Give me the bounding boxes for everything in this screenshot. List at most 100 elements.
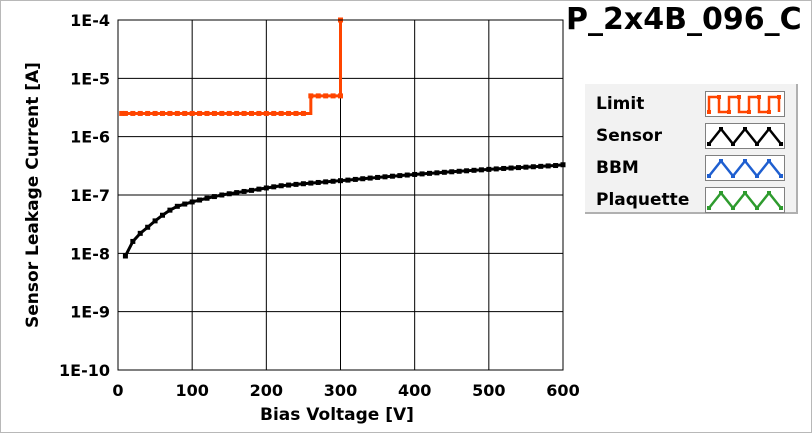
legend-marker (737, 95, 741, 99)
data-point (345, 177, 351, 183)
x-tick-labels: 0 100 200 300 400 500 600 (112, 381, 579, 400)
data-point (441, 169, 447, 175)
data-point (226, 110, 232, 116)
legend-marker (727, 110, 731, 114)
data-point (197, 197, 203, 203)
legend-swatch-sensor-icon (705, 123, 785, 149)
data-point (338, 93, 343, 99)
legend-marker (779, 142, 783, 146)
legend-line (708, 190, 782, 211)
data-point (167, 110, 173, 116)
data-point (256, 110, 262, 116)
data-point (308, 93, 314, 99)
legend-label: Sensor (596, 126, 663, 146)
y-tick-labels: 1E-10 1E-9 1E-8 1E-7 1E-6 1E-5 1E-4 (59, 11, 110, 380)
data-point (360, 176, 366, 182)
data-point (174, 110, 180, 116)
data-point (226, 191, 232, 197)
y-axis-title: Sensor Leakage Current [A] (23, 62, 43, 328)
data-point (293, 181, 299, 187)
data-point (471, 167, 477, 173)
data-point (412, 171, 418, 177)
data-point (130, 238, 136, 244)
data-point (449, 169, 455, 175)
data-point (145, 110, 151, 116)
data-point (553, 163, 559, 169)
legend-marker (717, 95, 721, 99)
x-tick-label: 500 (472, 381, 505, 400)
data-point (315, 93, 321, 99)
data-point (300, 110, 306, 116)
legend-marker (755, 174, 759, 178)
data-point (508, 165, 514, 171)
legend-swatch-limit-icon (705, 91, 785, 117)
legend-swatch-bbm-icon (705, 155, 785, 181)
legend-swatch-plaquette-icon (705, 187, 785, 213)
data-point (382, 174, 388, 180)
legend-item-bbm[interactable]: BBM (585, 152, 798, 184)
data-point (167, 207, 173, 213)
data-point (137, 230, 143, 236)
legend-marker (767, 127, 771, 131)
legend-item-plaquette[interactable]: Plaquette (585, 184, 798, 216)
series-group (119, 17, 566, 259)
data-point (300, 181, 306, 187)
legend-marker (707, 206, 711, 210)
legend-marker (743, 159, 747, 163)
data-point (197, 110, 203, 116)
data-point (530, 164, 536, 170)
data-point (234, 190, 240, 196)
y-tick-label: 1E-6 (70, 128, 110, 147)
legend: Limit Sensor BBM Plaquette (585, 84, 798, 214)
data-point (152, 110, 158, 116)
x-tick-label: 300 (324, 381, 357, 400)
data-point (211, 110, 217, 116)
data-point (219, 110, 225, 116)
x-tick-label: 0 (112, 381, 123, 400)
data-point (241, 188, 247, 194)
data-point (330, 93, 336, 99)
data-point (293, 110, 299, 116)
legend-label: Plaquette (596, 190, 690, 210)
data-point (493, 166, 499, 172)
data-point (263, 185, 269, 191)
legend-item-limit[interactable]: Limit (585, 88, 798, 120)
data-point (545, 163, 551, 169)
data-point (122, 110, 128, 116)
x-tick-label: 200 (250, 381, 283, 400)
data-point (182, 110, 188, 116)
data-point (256, 186, 262, 192)
data-point (523, 164, 529, 170)
data-point (338, 178, 343, 184)
y-tick-label: 1E-8 (70, 244, 110, 263)
legend-marker (707, 174, 711, 178)
data-point (516, 165, 521, 171)
y-tick-label: 1E-9 (70, 303, 110, 322)
chart-title: P_2x4B_096_C (566, 2, 802, 37)
data-point (397, 173, 403, 179)
x-tick-label: 100 (175, 381, 208, 400)
legend-item-sensor[interactable]: Sensor (585, 120, 798, 152)
data-point (271, 110, 277, 116)
data-point (234, 110, 240, 116)
legend-marker (707, 110, 711, 114)
data-point (160, 212, 165, 218)
y-tick-label: 1E-4 (70, 11, 110, 30)
data-point (278, 183, 284, 189)
data-point (456, 168, 462, 174)
y-tick-label: 1E-10 (59, 361, 110, 380)
series-sensor (122, 162, 566, 259)
data-point (404, 172, 410, 178)
data-point (464, 168, 470, 174)
series-limit (119, 17, 343, 116)
data-point (160, 110, 165, 116)
data-point (271, 184, 277, 190)
data-point (189, 110, 195, 116)
legend-marker (731, 206, 735, 210)
data-point (308, 180, 314, 186)
data-point (538, 163, 544, 169)
data-point (315, 179, 321, 185)
data-point (375, 174, 381, 180)
data-point (119, 110, 125, 116)
